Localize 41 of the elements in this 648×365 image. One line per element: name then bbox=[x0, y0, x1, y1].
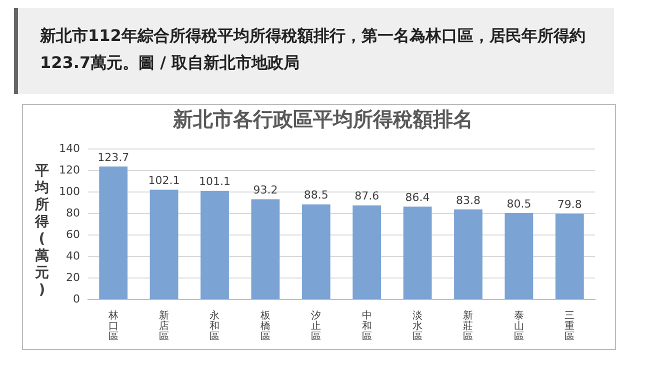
data-label: 101.1 bbox=[198, 175, 230, 188]
x-tick-label: 新店區 bbox=[159, 309, 170, 342]
y-tick-label: 100 bbox=[58, 184, 80, 198]
x-tick-label: 板橋區 bbox=[259, 309, 270, 342]
x-tick-label: 汐止區 bbox=[311, 309, 322, 342]
bar bbox=[504, 212, 534, 299]
data-label: 93.2 bbox=[253, 184, 278, 197]
bar bbox=[403, 206, 432, 299]
y-tick-label: 80 bbox=[66, 206, 80, 220]
bar bbox=[352, 205, 382, 299]
text: 新北市112年綜合所得稅平均所得稅額排行，第一名為林口區，居民年所得約123.7萬元。圖 / 取自新北市地政局 bbox=[40, 25, 586, 74]
y-tick-label: 40 bbox=[66, 249, 80, 262]
data-label: 83.8 bbox=[456, 194, 480, 207]
bar bbox=[150, 190, 178, 299]
x-tick-label: 永和區 bbox=[210, 309, 220, 342]
bar bbox=[454, 209, 482, 299]
data-label: 79.8 bbox=[557, 198, 582, 212]
data-label: 80.5 bbox=[506, 197, 532, 210]
chart-title: 新北市各行政區平均所得稅額排名 bbox=[172, 107, 473, 132]
data-label: 102.1 bbox=[148, 174, 180, 188]
y-tick-label: 20 bbox=[66, 270, 80, 284]
x-tick-label: 新莊區 bbox=[463, 309, 474, 342]
data-label: 86.4 bbox=[405, 190, 430, 204]
bar bbox=[200, 190, 229, 299]
bar bbox=[99, 166, 128, 299]
bar bbox=[302, 204, 330, 299]
y-axis-title: 平均所得(萬元) bbox=[34, 163, 50, 299]
x-tick-label: 三重區 bbox=[564, 310, 575, 342]
data-label: 123.7 bbox=[98, 150, 130, 164]
x-tick-label: 淡水區 bbox=[412, 309, 423, 342]
y-tick-label: 0 bbox=[72, 292, 80, 306]
bar bbox=[251, 199, 280, 299]
bar bbox=[555, 214, 584, 299]
y-tick-label: 120 bbox=[58, 163, 80, 176]
data-label: 88.5 bbox=[304, 188, 328, 202]
y-tick-label: 140 bbox=[58, 142, 80, 155]
x-tick-label: 林口區 bbox=[107, 309, 118, 342]
data-label: 87.6 bbox=[354, 190, 380, 203]
x-tick-label: 中和區 bbox=[362, 309, 372, 342]
y-tick-label: 60 bbox=[66, 228, 80, 241]
x-tick-label: 泰山區 bbox=[514, 310, 524, 342]
